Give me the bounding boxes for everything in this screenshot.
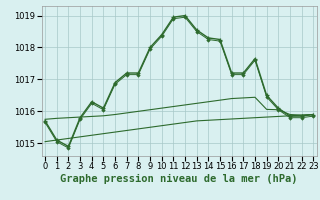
X-axis label: Graphe pression niveau de la mer (hPa): Graphe pression niveau de la mer (hPa) [60, 174, 298, 184]
